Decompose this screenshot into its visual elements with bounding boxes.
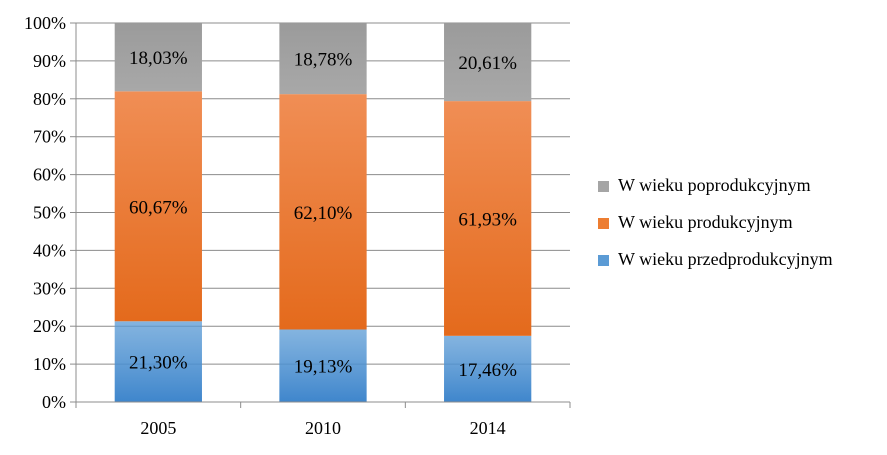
y-tick-label: 0% xyxy=(42,392,66,412)
y-tick-label: 80% xyxy=(33,89,66,109)
y-tick-label: 10% xyxy=(33,354,66,374)
axes: 0% 10% 20% 30% 40% 50% 60% 70% 80% 90% 100% 2005 201… xyxy=(24,13,571,438)
legend-swatch xyxy=(598,218,609,229)
legend-swatch xyxy=(598,181,609,192)
data-label: 61,93% xyxy=(458,209,517,230)
y-tick-label: 20% xyxy=(33,316,66,336)
y-tick-label: 70% xyxy=(33,127,66,147)
y-tick-label: 60% xyxy=(33,165,66,185)
data-label: 19,13% xyxy=(294,357,353,378)
bar-segment xyxy=(444,101,532,336)
data-label: 20,61% xyxy=(458,53,517,74)
data-label: 62,10% xyxy=(294,203,353,224)
bar-segment xyxy=(114,91,202,322)
bar-segment xyxy=(444,23,532,102)
x-tick-label: 2014 xyxy=(470,418,506,438)
legend-swatch xyxy=(598,255,609,266)
legend-label: W wieku poprodukcyjnym xyxy=(618,175,811,195)
bar-segment xyxy=(114,23,202,92)
data-label: 21,30% xyxy=(129,353,188,374)
bar-segment xyxy=(279,94,367,330)
y-tick-label: 30% xyxy=(33,278,66,298)
bars xyxy=(114,22,532,402)
bar-segment xyxy=(279,329,367,402)
y-tick-label: 90% xyxy=(33,51,66,71)
legend: W wieku poprodukcyjnym W wieku produkcyjn… xyxy=(598,175,833,269)
data-label: 18,03% xyxy=(129,48,188,69)
legend-label: W wieku produkcyjnym xyxy=(618,212,793,232)
bar-segment xyxy=(444,335,532,402)
y-tick-label: 40% xyxy=(33,240,66,260)
data-label: 18,78% xyxy=(294,50,353,71)
bar-segment xyxy=(279,22,367,95)
x-tick-label: 2005 xyxy=(140,418,176,438)
data-label: 60,67% xyxy=(129,197,188,218)
x-tick-label: 2010 xyxy=(305,418,341,438)
y-tick-label: 50% xyxy=(33,203,66,223)
y-tick-label: 100% xyxy=(24,13,66,33)
bar-segment xyxy=(114,321,202,402)
data-label: 17,46% xyxy=(458,360,517,381)
data-labels: 21,30% 60,67% 18,03% 19,13% 62,10% 18,78% 17,4… xyxy=(129,48,517,381)
legend-label: W wieku przedprodukcyjnym xyxy=(618,249,833,269)
